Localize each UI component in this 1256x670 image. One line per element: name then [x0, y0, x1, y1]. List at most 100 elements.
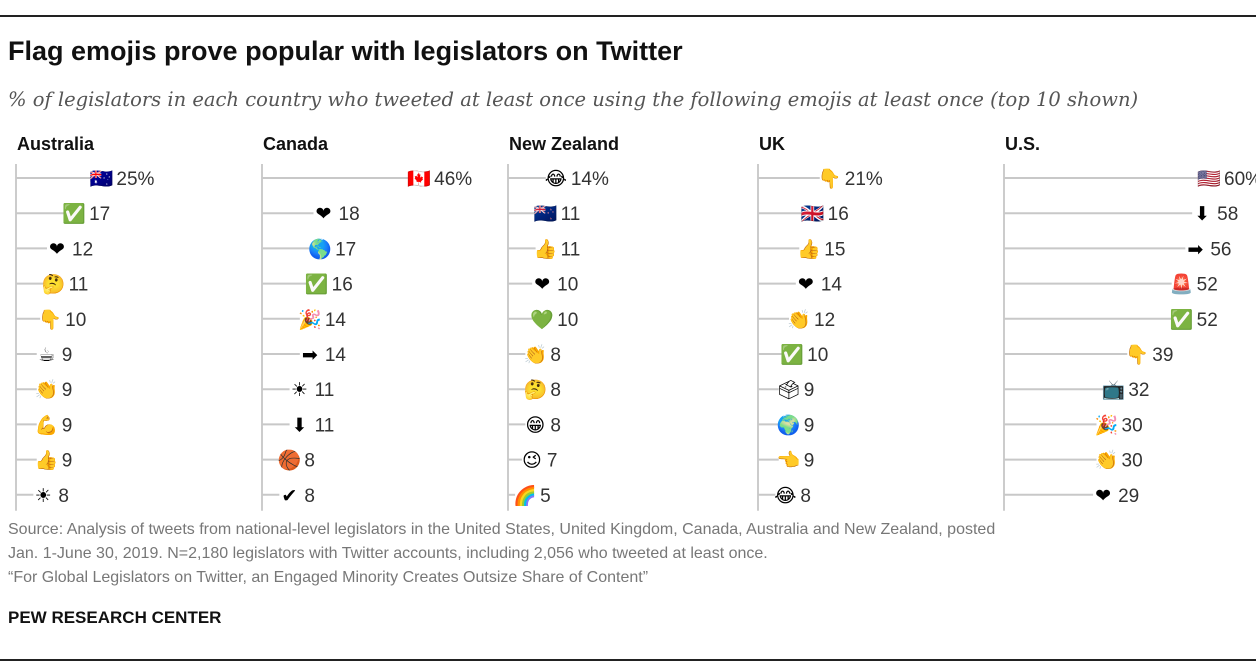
source-note-line1: Source: Analysis of tweets from national…: [8, 521, 996, 538]
value-label: 12: [814, 310, 835, 331]
chart-title: Flag emojis prove popular with legislato…: [8, 36, 683, 66]
backhand-index-pointing-left-emoji: 👈: [777, 450, 801, 472]
party-popper-emoji: 🎉: [1095, 413, 1119, 436]
panel-u-s: U.S. 🇺🇸60% ⬇ 58 ➡ 56 🚨52✅52 👇39 📺32 🎉30👏30 ❤ 29: [1003, 134, 1256, 511]
value-label: 52: [1197, 310, 1218, 331]
value-label: 16: [332, 275, 353, 296]
red-heart-emoji: ❤: [49, 238, 65, 260]
chart-subtitle: % of legislators in each country who twe…: [8, 88, 1139, 111]
sun-emoji: ☀: [291, 379, 308, 401]
value-label: 14%: [571, 169, 609, 190]
flexed-biceps-emoji: 💪: [35, 413, 59, 436]
value-label: 15: [824, 239, 845, 260]
panel-title-australia: Australia: [17, 134, 95, 154]
value-label: 14: [325, 345, 347, 366]
value-label: 58: [1217, 204, 1238, 225]
panel-title-new-zealand: New Zealand: [509, 134, 619, 154]
value-label: 56: [1210, 239, 1231, 260]
globe-europe-africa-emoji: 🌍: [777, 413, 801, 436]
pew-logo-text: PEW RESEARCH CENTER: [8, 608, 222, 627]
united-kingdom-flag-emoji: 🇬🇧: [801, 203, 825, 225]
value-label: 16: [828, 204, 849, 225]
value-label: 11: [315, 415, 335, 436]
rainbow-emoji: 🌈: [513, 484, 537, 507]
police-car-light-emoji: 🚨: [1170, 273, 1194, 296]
panel-title-u-s: U.S.: [1005, 134, 1040, 154]
footer-notes: Source: Analysis of tweets from national…: [8, 518, 1248, 590]
ballot-box-emoji: 🗳: [777, 379, 801, 401]
hot-beverage-emoji: ☕: [38, 344, 55, 366]
right-arrow-emoji: ➡: [1187, 238, 1203, 260]
value-label: 9: [804, 451, 815, 472]
australia-flag-emoji: 🇦🇺: [90, 167, 114, 190]
clapping-hands-emoji: 👏: [1095, 449, 1119, 472]
value-label: 10: [807, 345, 828, 366]
value-label: 10: [557, 310, 578, 331]
value-label: 30: [1122, 415, 1143, 436]
value-label: 10: [65, 310, 86, 331]
panel-canada: Canada 🇨🇦 46% ❤ 18 🌎 17 ✅ 16 🎉 14 ➡ 14 ☀ 11 ⬇ 11 🏀 8 ✔ 8: [261, 134, 472, 511]
backhand-index-pointing-down-emoji: 👇: [1125, 344, 1149, 366]
value-label: 29: [1118, 486, 1139, 507]
thumbs-up-emoji: 👍: [35, 449, 59, 472]
value-label: 11: [69, 275, 89, 296]
red-heart-emoji: ❤: [534, 274, 550, 296]
check-mark-emoji: ✔: [281, 485, 297, 507]
backhand-index-pointing-down-emoji: 👇: [818, 168, 842, 190]
value-label: 8: [800, 486, 811, 507]
thumbs-up-emoji: 👍: [534, 237, 558, 260]
value-label: 30: [1122, 451, 1143, 472]
value-label: 46%: [434, 169, 472, 190]
value-label: 52: [1197, 275, 1218, 296]
check-mark-button-emoji: ✅: [780, 343, 804, 366]
backhand-index-pointing-down-emoji: 👇: [38, 309, 62, 331]
value-label: 11: [561, 204, 581, 225]
value-label: 9: [62, 415, 73, 436]
value-label: 8: [58, 486, 69, 507]
canada-flag-emoji: 🇨🇦: [407, 168, 431, 190]
value-label: 9: [804, 415, 815, 436]
green-heart-emoji: 💚: [530, 309, 554, 331]
down-arrow-emoji: ⬇: [1194, 203, 1210, 225]
red-heart-emoji: ❤: [1095, 485, 1111, 507]
value-label: 9: [62, 345, 73, 366]
value-label: 5: [540, 486, 551, 507]
value-label: 9: [804, 380, 815, 401]
value-label: 9: [62, 380, 73, 401]
value-label: 8: [550, 415, 561, 436]
value-label: 25%: [116, 169, 154, 190]
bottom-rule: [0, 659, 1256, 661]
thinking-face-emoji: 🤔: [42, 274, 66, 296]
check-mark-button-emoji: ✅: [305, 273, 329, 296]
source-note-line2: Jan. 1-June 30, 2019. N=2,180 legislator…: [8, 545, 768, 562]
check-mark-button-emoji: ✅: [1170, 308, 1194, 331]
winking-face-emoji: 😉: [522, 450, 542, 472]
value-label: 9: [62, 451, 73, 472]
panel-new-zealand: New Zealand😂 14%🇳🇿 11👍 11❤ 10💚 10👏 8🤔 8😁 8😉 7🌈 5: [507, 134, 619, 511]
right-arrow-emoji: ➡: [302, 344, 318, 366]
globe-americas-emoji: 🌎: [308, 237, 332, 260]
down-arrow-emoji: ⬇: [292, 414, 308, 436]
clapping-hands-emoji: 👏: [787, 308, 811, 331]
value-label: 21%: [845, 169, 883, 190]
new-zealand-flag-emoji: 🇳🇿: [534, 203, 558, 225]
value-label: 12: [72, 239, 93, 260]
party-popper-emoji: 🎉: [298, 308, 322, 331]
value-label: 17: [89, 204, 110, 225]
sun-emoji: ☀: [35, 485, 52, 507]
emoji-dot-charts: Australia🇦🇺 25%✅ 17❤ 12🤔 11👇 10☕ 9👏 9💪 9👍 9☀ 8Cana…: [15, 134, 1256, 511]
clapping-hands-emoji: 👏: [523, 343, 547, 366]
value-label: 7: [547, 451, 558, 472]
top-rule: [0, 15, 1256, 17]
value-label: 8: [304, 451, 315, 472]
united-states-flag-emoji: 🇺🇸: [1197, 168, 1221, 190]
thumbs-up-emoji: 👍: [797, 237, 821, 260]
panel-uk: UK👇 21%🇬🇧 16👍 15❤ 14👏 12✅ 10🗳 9🌍 9👈 9😂 8: [757, 134, 883, 511]
basketball-emoji: 🏀: [277, 448, 301, 473]
value-label: 17: [335, 239, 356, 260]
panel-australia: Australia🇦🇺 25%✅ 17❤ 12🤔 11👇 10☕ 9👏 9💪 9👍 9☀ 8: [15, 134, 155, 511]
television-emoji: 📺: [1101, 379, 1125, 401]
value-label: 18: [339, 204, 360, 225]
red-heart-emoji: ❤: [316, 203, 332, 225]
value-label: 8: [304, 486, 315, 507]
